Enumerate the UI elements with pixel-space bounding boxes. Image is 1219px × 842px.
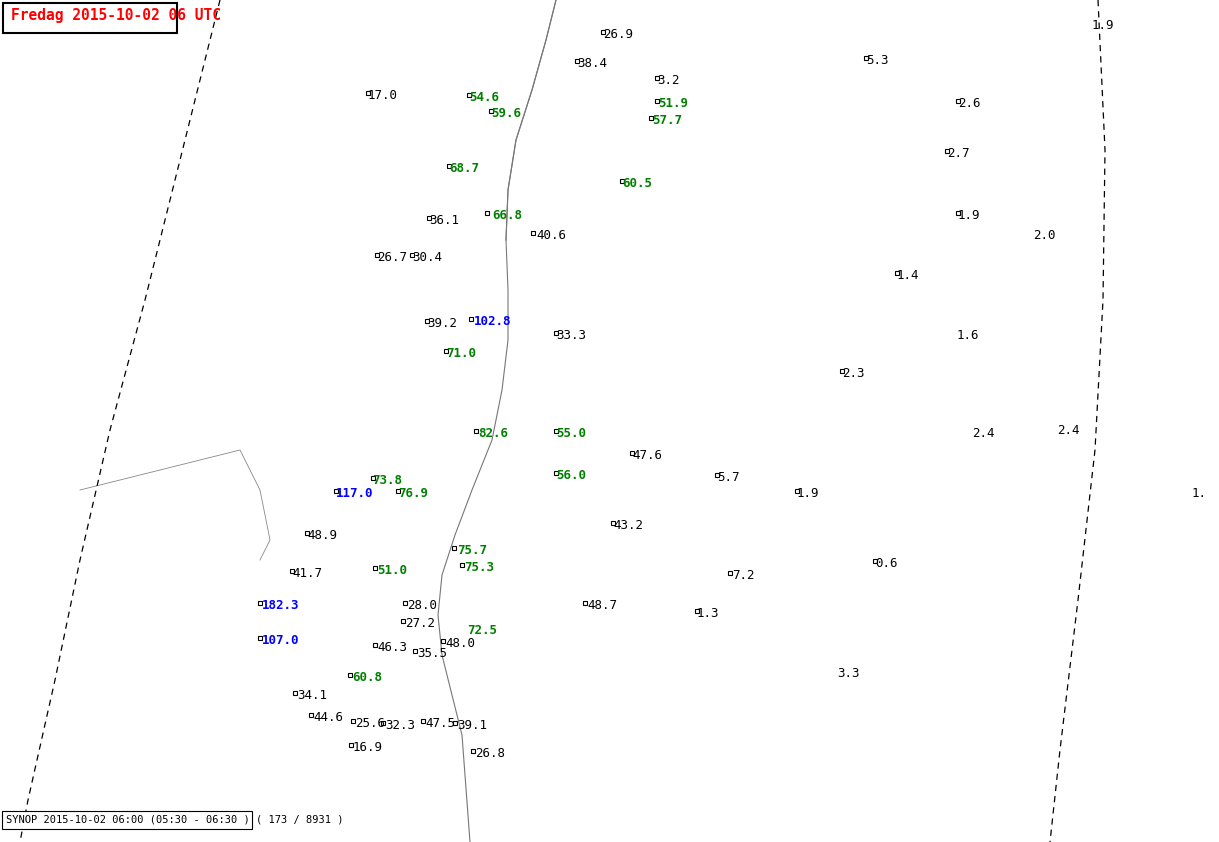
Text: 39.2: 39.2 (427, 317, 457, 330)
Text: 30.4: 30.4 (412, 251, 442, 264)
Text: 71.0: 71.0 (446, 347, 475, 360)
Text: 25.6: 25.6 (355, 717, 385, 730)
Text: 182.3: 182.3 (262, 599, 300, 612)
Text: 1.6: 1.6 (957, 329, 980, 342)
Text: 47.5: 47.5 (425, 717, 455, 730)
Text: 47.6: 47.6 (631, 449, 662, 462)
Text: 57.7: 57.7 (652, 114, 681, 127)
Text: 102.8: 102.8 (474, 315, 512, 328)
Text: 1.9: 1.9 (1092, 19, 1114, 32)
Text: 55.0: 55.0 (556, 427, 586, 440)
Text: 26.7: 26.7 (377, 251, 407, 264)
Text: 39.1: 39.1 (457, 719, 488, 732)
Text: 48.7: 48.7 (588, 599, 617, 612)
Text: 5.3: 5.3 (865, 54, 889, 67)
Text: 34.1: 34.1 (297, 689, 327, 702)
Text: 73.8: 73.8 (372, 474, 402, 487)
Text: 7.2: 7.2 (731, 569, 755, 582)
Text: 32.3: 32.3 (385, 719, 414, 732)
Text: 76.9: 76.9 (397, 487, 428, 500)
Text: 35.5: 35.5 (417, 647, 447, 660)
Text: 3.3: 3.3 (837, 667, 859, 680)
Text: 2.4: 2.4 (972, 427, 995, 440)
Text: 48.9: 48.9 (307, 529, 336, 542)
Text: 41.7: 41.7 (293, 567, 322, 580)
Text: 38.4: 38.4 (577, 57, 607, 70)
Text: Fredag 2015-10-02 06 UTC: Fredag 2015-10-02 06 UTC (11, 8, 221, 23)
Text: 48.0: 48.0 (445, 637, 475, 650)
Text: 1.: 1. (1192, 487, 1207, 500)
Text: 1.9: 1.9 (797, 487, 819, 500)
Text: 2.7: 2.7 (947, 147, 969, 160)
Text: 2.6: 2.6 (958, 97, 980, 110)
Text: SYNOP 2015-10-02 06:00 (05:30 - 06:30 ) ( 173 / 8931 ): SYNOP 2015-10-02 06:00 (05:30 - 06:30 ) … (6, 814, 344, 824)
Text: 33.3: 33.3 (556, 329, 586, 342)
Text: 1.4: 1.4 (897, 269, 919, 282)
Text: 72.5: 72.5 (467, 624, 497, 637)
Text: 82.6: 82.6 (478, 427, 508, 440)
Text: 26.8: 26.8 (475, 747, 505, 760)
Text: 75.3: 75.3 (464, 561, 494, 574)
Text: 107.0: 107.0 (262, 634, 300, 647)
Text: 1.3: 1.3 (697, 607, 719, 620)
Text: 54.6: 54.6 (469, 91, 499, 104)
Text: 28.0: 28.0 (407, 599, 436, 612)
Text: 44.6: 44.6 (313, 711, 343, 724)
Text: 27.2: 27.2 (405, 617, 435, 630)
Text: 2.0: 2.0 (1032, 229, 1056, 242)
Text: 17.0: 17.0 (368, 89, 397, 102)
Text: 36.1: 36.1 (429, 214, 460, 227)
Text: 60.8: 60.8 (352, 671, 382, 684)
Text: 2.3: 2.3 (842, 367, 864, 380)
Text: 5.7: 5.7 (717, 471, 740, 484)
Text: 16.9: 16.9 (354, 741, 383, 754)
FancyBboxPatch shape (2, 811, 252, 829)
Text: 117.0: 117.0 (336, 487, 373, 500)
Polygon shape (0, 0, 219, 842)
Text: 2.4: 2.4 (1057, 424, 1080, 437)
Text: 51.9: 51.9 (658, 97, 688, 110)
FancyBboxPatch shape (2, 3, 177, 33)
Text: 59.6: 59.6 (491, 107, 521, 120)
Text: 3.2: 3.2 (657, 74, 679, 87)
Text: 51.0: 51.0 (377, 564, 407, 577)
Text: 66.8: 66.8 (492, 209, 522, 222)
Text: 56.0: 56.0 (556, 469, 586, 482)
Text: 40.6: 40.6 (536, 229, 566, 242)
Text: 68.7: 68.7 (449, 162, 479, 175)
Text: 26.9: 26.9 (603, 28, 633, 41)
Text: 46.3: 46.3 (377, 641, 407, 654)
Text: 75.7: 75.7 (457, 544, 488, 557)
Text: 1.9: 1.9 (958, 209, 980, 222)
Text: 0.6: 0.6 (875, 557, 897, 570)
Text: 43.2: 43.2 (613, 519, 642, 532)
Text: 60.5: 60.5 (622, 177, 652, 190)
